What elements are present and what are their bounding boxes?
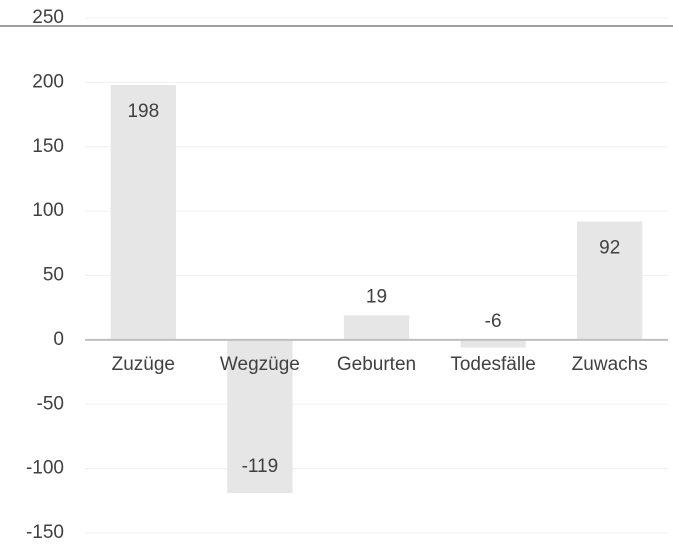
bar — [343, 315, 410, 340]
y-tick-label: -50 — [37, 393, 64, 414]
y-tick-label: -150 — [26, 522, 64, 543]
y-tick-label: 0 — [53, 329, 64, 350]
bar — [110, 84, 176, 340]
value-label: -6 — [485, 311, 502, 332]
value-label: 92 — [599, 237, 620, 258]
bar — [577, 221, 643, 340]
bar — [227, 339, 293, 494]
x-tick-label: Geburten — [337, 354, 416, 375]
y-tick-label: 150 — [32, 136, 64, 157]
x-tick-label: Todesfälle — [450, 354, 536, 375]
y-tick-label: 50 — [43, 265, 64, 286]
bar — [460, 339, 526, 348]
x-tick-label: Zuzüge — [112, 354, 175, 375]
value-label: 198 — [127, 101, 159, 122]
value-label: -119 — [242, 456, 279, 477]
x-tick-label: Zuwachs — [572, 354, 648, 375]
y-tick-label: -100 — [26, 458, 64, 479]
x-tick-label: Wegzüge — [220, 354, 300, 375]
value-label: 19 — [366, 286, 387, 307]
y-tick-label: 200 — [32, 71, 64, 92]
y-tick-label: 100 — [32, 200, 64, 221]
y-tick-label: 250 — [32, 7, 64, 28]
